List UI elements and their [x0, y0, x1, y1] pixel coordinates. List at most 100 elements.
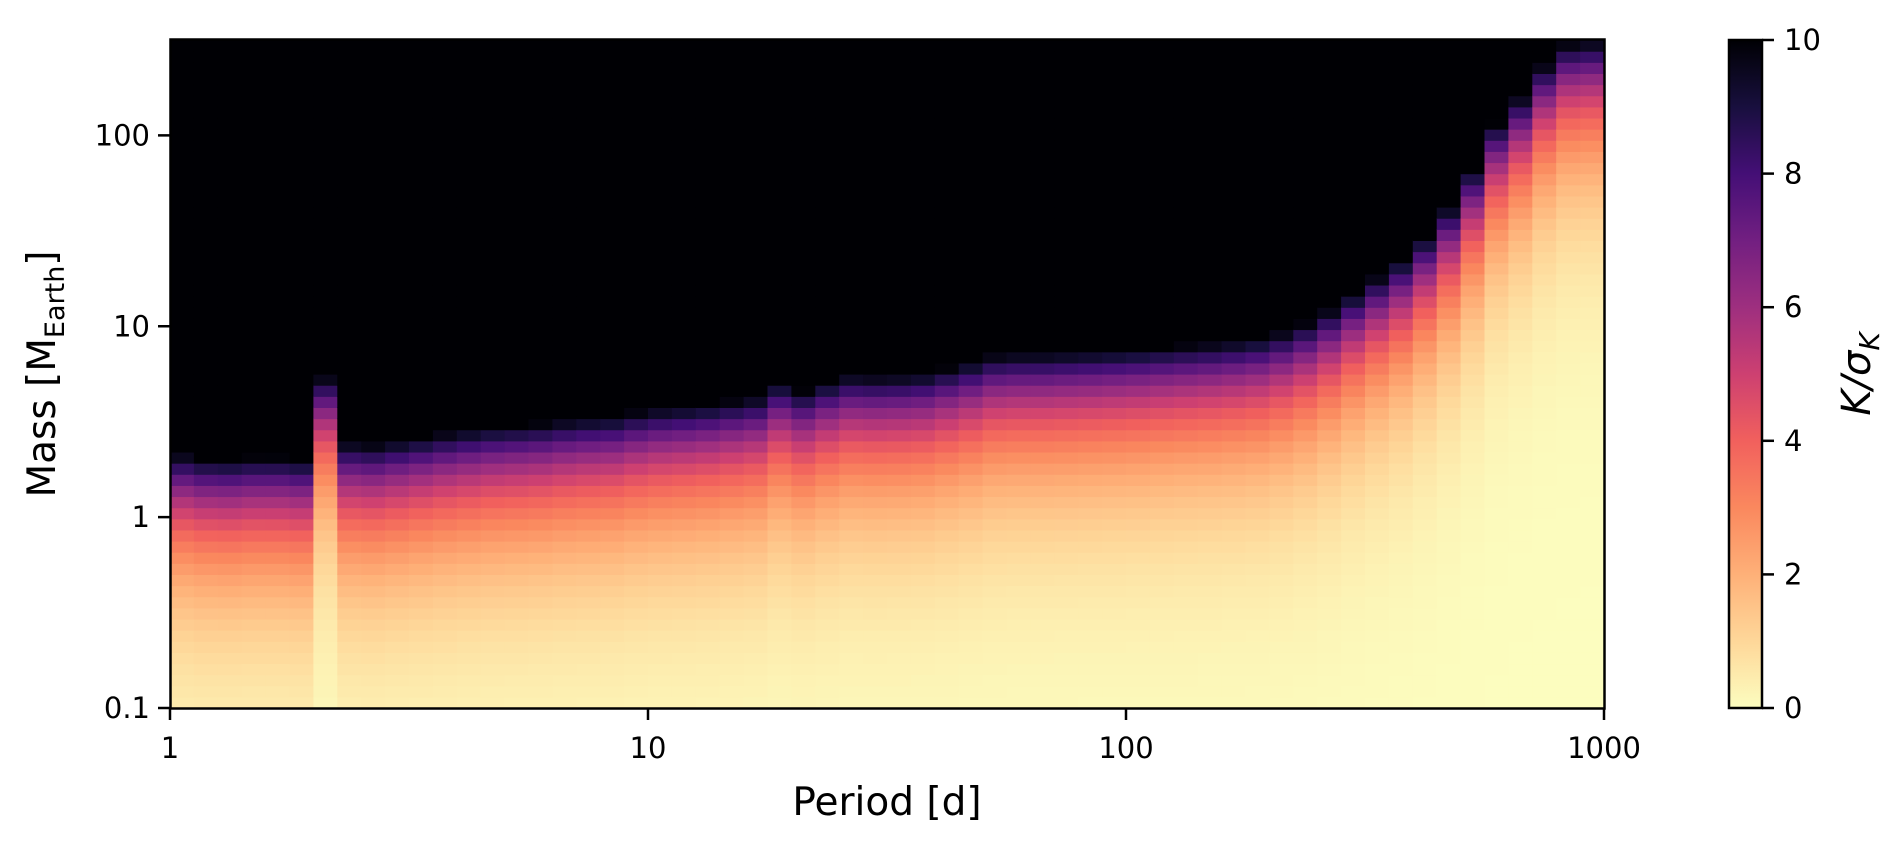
- heatmap-cell: [170, 51, 195, 63]
- heatmap-cell: [1102, 84, 1127, 97]
- heatmap-cell: [456, 240, 482, 253]
- heatmap-cell: [576, 106, 601, 119]
- heatmap-cell: [1126, 418, 1151, 431]
- heatmap-cell: [480, 51, 506, 63]
- heatmap-cell: [361, 296, 386, 308]
- heatmap-cell: [289, 663, 314, 676]
- heatmap-cell: [671, 685, 697, 698]
- heatmap-cell: [1269, 574, 1294, 587]
- heatmap-cell: [528, 173, 553, 186]
- heatmap-cell: [958, 218, 984, 230]
- heatmap-cell: [671, 251, 697, 264]
- heatmap-cell: [839, 407, 864, 420]
- heatmap-cell: [1484, 340, 1509, 353]
- heatmap-cell: [1580, 507, 1605, 520]
- heatmap-cell: [982, 151, 1008, 164]
- heatmap-cell: [528, 251, 553, 264]
- heatmap-cell: [695, 106, 721, 119]
- heatmap-cell: [528, 529, 553, 542]
- heatmap-cell: [1532, 184, 1557, 197]
- heatmap-cell: [361, 563, 386, 575]
- heatmap-cell: [910, 663, 936, 676]
- heatmap-cell: [863, 240, 888, 253]
- heatmap-cell: [624, 140, 649, 152]
- heatmap-cell: [480, 351, 506, 364]
- heatmap-cell: [1221, 207, 1247, 219]
- heatmap-cell: [1149, 374, 1175, 386]
- heatmap-cell: [432, 362, 458, 375]
- heatmap-cell: [815, 307, 840, 319]
- heatmap-cell: [767, 84, 792, 97]
- heatmap-cell: [1126, 607, 1151, 620]
- heatmap-cell: [1460, 73, 1486, 86]
- heatmap-cell: [671, 184, 697, 197]
- heatmap-cell: [815, 140, 840, 152]
- heatmap-cell: [361, 362, 386, 375]
- heatmap-cell: [1532, 641, 1557, 653]
- heatmap-cell: [170, 552, 195, 564]
- heatmap-cell: [958, 251, 984, 264]
- heatmap-cell: [1317, 696, 1342, 709]
- heatmap-cell: [313, 351, 338, 364]
- heatmap-cell: [1484, 618, 1509, 631]
- heatmap-cell: [1341, 474, 1366, 486]
- heatmap-cell: [887, 496, 912, 509]
- heatmap-cell: [361, 596, 386, 609]
- heatmap-cell: [767, 552, 792, 564]
- heatmap-cell: [1006, 440, 1031, 453]
- heatmap-cell: [791, 296, 816, 308]
- heatmap-cell: [1173, 585, 1199, 598]
- heatmap-cell: [910, 340, 936, 353]
- heatmap-cell: [552, 362, 577, 375]
- heatmap-cell: [982, 284, 1008, 297]
- heatmap-cell: [170, 340, 195, 353]
- heatmap-cell: [1388, 496, 1414, 509]
- heatmap-cell: [1484, 296, 1509, 308]
- heatmap-cell: [576, 184, 601, 197]
- heatmap-cell: [839, 474, 864, 486]
- heatmap-cell: [456, 251, 482, 264]
- heatmap-cell: [791, 40, 816, 52]
- heatmap-cell: [504, 507, 530, 520]
- heatmap-cell: [1173, 229, 1199, 241]
- heatmap-cell: [1508, 95, 1533, 108]
- heatmap-cell: [385, 207, 410, 219]
- heatmap-cell: [1341, 463, 1366, 475]
- heatmap-cell: [1365, 329, 1390, 342]
- heatmap-cell: [1293, 507, 1318, 520]
- heatmap-cell: [982, 296, 1008, 308]
- heatmap-cell: [1341, 396, 1366, 408]
- heatmap-cell: [1556, 73, 1581, 86]
- heatmap-cell: [1388, 40, 1414, 52]
- heatmap-cell: [1173, 173, 1199, 186]
- heatmap-cell: [361, 173, 386, 186]
- heatmap-cell: [1341, 95, 1366, 108]
- heatmap-cell: [1054, 507, 1079, 520]
- heatmap-cell: [1054, 106, 1079, 119]
- heatmap-cell: [1126, 563, 1151, 575]
- heatmap-cell: [1412, 117, 1438, 130]
- heatmap-cell: [552, 485, 577, 498]
- heatmap-cell: [1030, 518, 1055, 531]
- heatmap-cell: [982, 652, 1008, 665]
- heatmap-cell: [170, 162, 195, 175]
- heatmap-cell: [1460, 552, 1486, 564]
- heatmap-cell: [1030, 474, 1055, 486]
- heatmap-cell: [1030, 541, 1055, 553]
- heatmap-cell: [1149, 507, 1175, 520]
- heatmap-cell: [1054, 518, 1079, 531]
- heatmap-cell: [934, 329, 960, 342]
- heatmap-cell: [217, 618, 243, 631]
- heatmap-cell: [1030, 496, 1055, 509]
- heatmap-cell: [1126, 296, 1151, 308]
- heatmap-cell: [337, 340, 362, 353]
- heatmap-cell: [576, 652, 601, 665]
- heatmap-cell: [624, 40, 649, 52]
- heatmap-cell: [576, 685, 601, 698]
- heatmap-cell: [456, 207, 482, 219]
- heatmap-cell: [1365, 652, 1390, 665]
- heatmap-cell: [1030, 607, 1055, 620]
- heatmap-cell: [1197, 184, 1223, 197]
- heatmap-cell: [528, 574, 553, 587]
- heatmap-cell: [576, 429, 601, 442]
